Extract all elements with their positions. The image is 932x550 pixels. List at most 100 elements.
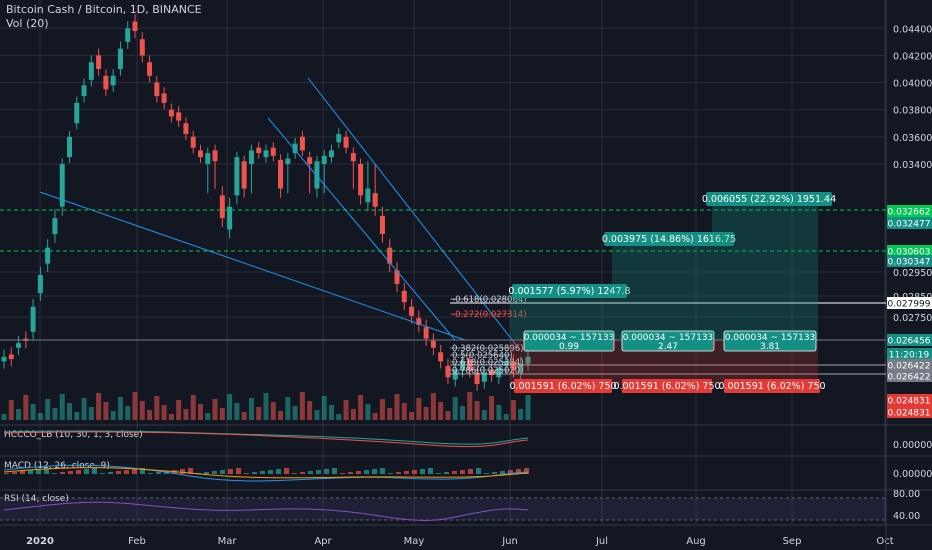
macd-histogram-bar <box>116 471 121 474</box>
candle-body <box>110 75 116 86</box>
candle-body <box>423 327 429 339</box>
macd-histogram-bar <box>20 471 25 474</box>
candle-body <box>241 161 247 189</box>
x-tick-label: May <box>404 536 425 547</box>
macd-histogram-bar <box>524 468 529 474</box>
macd-histogram-bar <box>492 472 497 474</box>
candle-body <box>460 361 465 371</box>
macd-histogram-bar <box>404 471 409 474</box>
candle-body <box>445 365 451 378</box>
volume-bar <box>270 402 276 420</box>
volume-bar <box>161 405 167 420</box>
macd-histogram-bar <box>508 470 513 474</box>
candle-body <box>438 352 444 362</box>
macd-histogram-bar <box>308 471 313 474</box>
volume-bar <box>460 406 465 420</box>
volume-bar <box>365 404 371 420</box>
candle-body <box>1 356 7 362</box>
volume-bar <box>307 401 313 420</box>
volume-bar <box>321 396 327 420</box>
price-flag-label: 0.027999 <box>888 300 931 310</box>
x-tick-label: 2020 <box>26 536 54 547</box>
risk-reward-ratio: 2.47 <box>658 342 678 352</box>
macd-histogram-bar <box>356 471 361 474</box>
macd-histogram-bar <box>412 470 417 474</box>
candle-body <box>125 28 131 42</box>
price-flag <box>887 406 932 418</box>
candle-body <box>103 75 109 90</box>
macd-histogram-bar <box>148 473 153 474</box>
volume-bar <box>343 400 349 420</box>
volume-bar <box>37 413 43 420</box>
volume-bar <box>474 401 480 420</box>
x-tick-label: Jul <box>595 536 608 547</box>
candle-body <box>416 318 422 325</box>
volume-bar <box>423 407 429 420</box>
macd-histogram-bar <box>28 470 33 474</box>
macd-histogram-bar <box>324 469 329 474</box>
volume-bar <box>292 406 298 420</box>
candle-body <box>518 363 524 373</box>
candle-body <box>314 161 320 189</box>
macd-histogram-bar <box>212 471 217 474</box>
macd-histogram-bar <box>380 468 385 474</box>
price-flag <box>887 348 932 360</box>
macd-histogram-bar <box>132 469 137 474</box>
hccco-line <box>3 431 529 448</box>
stop-label-box <box>514 379 612 393</box>
volume-bar <box>518 409 524 420</box>
candle-body <box>350 153 356 162</box>
candle-body <box>16 343 22 348</box>
volume-bar <box>30 404 36 420</box>
volume-bar <box>372 413 378 420</box>
macd-histogram-bar <box>460 470 465 474</box>
candle-body <box>198 150 203 158</box>
candle-body <box>401 290 407 303</box>
macd-histogram-bar <box>108 472 113 474</box>
volume-bar <box>336 414 342 420</box>
candle-body <box>292 143 298 154</box>
risk-reward-box <box>723 330 817 352</box>
volume-bar <box>110 411 116 420</box>
macd-histogram-bar <box>300 472 305 474</box>
price-flag-label: 0.026422 <box>888 362 931 372</box>
candle-body <box>212 150 218 162</box>
volume-bar <box>416 398 422 420</box>
candle-body <box>8 354 14 360</box>
risk-reward-box <box>621 330 715 352</box>
candle-body <box>358 163 364 196</box>
candle-body <box>234 157 240 196</box>
fib-label: 0.618(0.025384) <box>452 358 524 368</box>
macd-histogram-bar <box>260 471 265 474</box>
macd-histogram-bar <box>484 473 489 474</box>
trendline <box>267 117 456 341</box>
macd-histogram-bar <box>468 469 473 474</box>
candle-body <box>161 93 167 103</box>
volume-bar <box>401 403 407 420</box>
macd-histogram-bar <box>316 470 321 474</box>
candle-body <box>154 82 160 97</box>
stop-label-box <box>622 379 712 393</box>
macd-histogram-bar <box>4 473 9 474</box>
target-label: 0.003975 (14.86%) 1616.75 <box>602 234 736 245</box>
macd-histogram-bar <box>268 470 273 474</box>
x-tick-label: Sep <box>783 536 802 547</box>
macd-histogram-bar <box>76 470 81 474</box>
candle-body <box>329 150 334 158</box>
macd-histogram-bar <box>36 469 41 474</box>
stop-label: 0.001591 (6.02%) 750 <box>613 381 720 392</box>
rsi-tick: 40.00 <box>893 511 920 522</box>
macd-histogram-bar <box>204 472 209 474</box>
macd-histogram-bar <box>84 469 89 474</box>
price-flag <box>887 205 932 217</box>
x-tick-label: Oct <box>876 536 893 547</box>
macd-histogram-bar <box>156 472 161 474</box>
volume-bar <box>481 410 487 420</box>
macd-histogram-bar <box>388 473 393 474</box>
candle-body <box>96 55 102 69</box>
candle-body <box>117 48 123 69</box>
